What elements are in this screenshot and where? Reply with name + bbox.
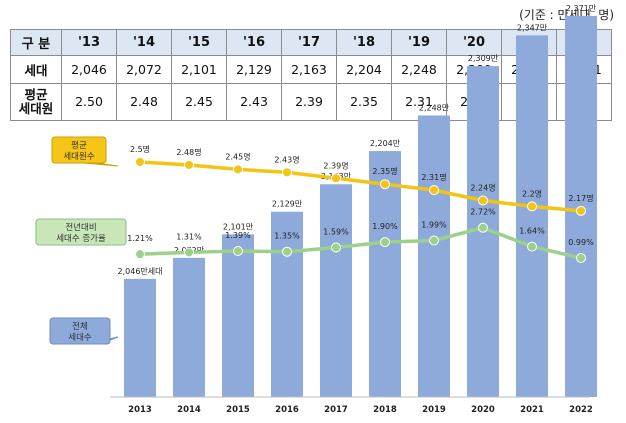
table-row: 평균 세대원 2.50 2.48 2.45 2.43 2.39 2.35 2.31… xyxy=(10,83,612,121)
table-cell: 2,072 xyxy=(116,55,172,84)
row-label-line: 세대원 xyxy=(18,101,54,116)
bar xyxy=(320,184,352,397)
year-column-header: '13 xyxy=(61,29,117,56)
avg-members-callout-text: 평균 xyxy=(71,140,87,151)
table-cell: 2.50 xyxy=(61,83,117,121)
growth-rate-data-label: 1.21% xyxy=(127,234,153,243)
avg-members-marker xyxy=(135,157,145,167)
table-cell: 2,248 xyxy=(391,55,447,84)
bar-data-label: 2,347만 xyxy=(517,23,548,32)
avg-members-data-label: 2.48명 xyxy=(176,147,201,157)
growth-rate-marker xyxy=(282,246,292,257)
avg-members-marker xyxy=(233,164,243,175)
growth-rate-marker xyxy=(380,237,390,248)
growth-rate-marker xyxy=(478,222,488,233)
avg-members-data-label: 2.24명 xyxy=(470,182,495,192)
bar-data-label: 2,204만 xyxy=(370,139,401,148)
x-tick-label: 2022 xyxy=(569,405,593,415)
table-cell: 2,046 xyxy=(61,55,117,84)
avg-members-marker xyxy=(184,159,194,170)
avg-members-marker xyxy=(380,179,390,190)
growth-rate-callout xyxy=(35,218,127,246)
year-column-header: '20 xyxy=(446,29,502,56)
avg-members-callout-text: 세대원수 xyxy=(63,152,94,162)
table-cell: 2.48 xyxy=(116,83,172,121)
bar xyxy=(222,234,254,397)
avg-members-data-label: 2.43명 xyxy=(274,154,299,164)
total-households-callout-text: 세대수 xyxy=(68,333,92,343)
bar-data-label: 2,101만 xyxy=(223,222,254,231)
bar xyxy=(173,257,205,397)
avg-members-line xyxy=(139,160,582,213)
growth-rate-callout-text: 세대수 증가율 xyxy=(56,234,106,244)
row-label-avg-members: 평균 세대원 xyxy=(10,83,62,121)
growth-rate-marker xyxy=(233,246,243,256)
x-tick-label: 2019 xyxy=(422,405,446,415)
x-tick-label: 2017 xyxy=(324,405,348,415)
growth-rate-marker xyxy=(184,247,194,258)
avg-members-marker xyxy=(576,205,586,216)
growth-rate-marker xyxy=(429,235,439,246)
growth-rate-data-label: 1.90% xyxy=(372,222,398,231)
table-cell: 2.45 xyxy=(171,83,227,121)
x-tick-label: 2015 xyxy=(226,405,250,415)
table-cell: 2.35 xyxy=(336,83,392,121)
bar-data-label: 2,371만 xyxy=(566,4,597,13)
total-households-callout-text: 전체 xyxy=(72,321,88,332)
avg-members-data-label: 2.5명 xyxy=(130,144,150,154)
avg-members-data-label: 2.45명 xyxy=(225,151,250,161)
bar-data-label: 2,129만 xyxy=(272,200,303,209)
year-column-header: '16 xyxy=(226,29,282,56)
growth-rate-marker xyxy=(527,241,537,252)
growth-rate-marker xyxy=(576,253,586,263)
bar xyxy=(124,278,156,397)
growth-rate-line xyxy=(139,225,582,260)
year-column-header: '14 xyxy=(116,29,172,56)
growth-rate-marker xyxy=(331,242,341,253)
total-households-callout xyxy=(49,317,111,345)
bar xyxy=(418,115,450,397)
x-tick-label: 2020 xyxy=(471,405,495,415)
row-label-line: 평균 xyxy=(24,87,48,102)
bar xyxy=(271,211,303,397)
avg-members-marker xyxy=(527,201,537,212)
avg-members-data-label: 2.31명 xyxy=(421,172,446,182)
avg-members-data-label: 2.2명 xyxy=(522,188,542,198)
avg-members-marker xyxy=(331,173,341,184)
growth-rate-data-label: 1.31% xyxy=(176,232,202,241)
growth-rate-data-label: 1.35% xyxy=(274,232,300,241)
x-tick-label: 2014 xyxy=(177,405,201,415)
avg-members-marker xyxy=(478,195,488,206)
avg-members-marker xyxy=(282,167,292,178)
bar xyxy=(516,35,548,397)
growth-rate-marker xyxy=(135,249,145,260)
avg-members-callout xyxy=(51,136,107,164)
growth-rate-data-label: 1.64% xyxy=(519,227,545,236)
avg-members-data-label: 2.35명 xyxy=(372,166,397,176)
bar-data-label: 2,309만 xyxy=(468,54,499,63)
x-tick-label: 2016 xyxy=(275,405,299,415)
table-header-row: 구 분 '13 '14 '15 '16 '17 '18 '19 '20 '21 … xyxy=(10,29,612,56)
x-tick-label: 2021 xyxy=(520,405,544,415)
growth-rate-data-label: 1.99% xyxy=(421,221,447,230)
growth-rate-data-label: 1.59% xyxy=(323,228,349,237)
bar-data-label: 2,248만 xyxy=(419,103,450,112)
bar xyxy=(369,151,401,397)
growth-rate-data-label: 2.72% xyxy=(470,208,496,217)
x-tick-label: 2013 xyxy=(128,405,152,415)
household-stats-table: 구 분 '13 '14 '15 '16 '17 '18 '19 '20 '21 … xyxy=(10,29,612,121)
year-column-header: '18 xyxy=(336,29,392,56)
avg-members-marker xyxy=(429,185,439,196)
bar-data-label: 2,046만세대 xyxy=(118,267,163,276)
avg-members-data-label: 2.39명 xyxy=(323,160,348,170)
growth-rate-data-label: 1.39% xyxy=(225,231,251,240)
avg-members-data-label: 2.17명 xyxy=(568,193,593,203)
growth-rate-callout-text: 전년대비 xyxy=(65,222,96,233)
growth-rate-data-label: 0.99% xyxy=(568,238,594,247)
table-cell: 2,129 xyxy=(226,55,282,84)
x-tick-label: 2018 xyxy=(373,405,397,415)
